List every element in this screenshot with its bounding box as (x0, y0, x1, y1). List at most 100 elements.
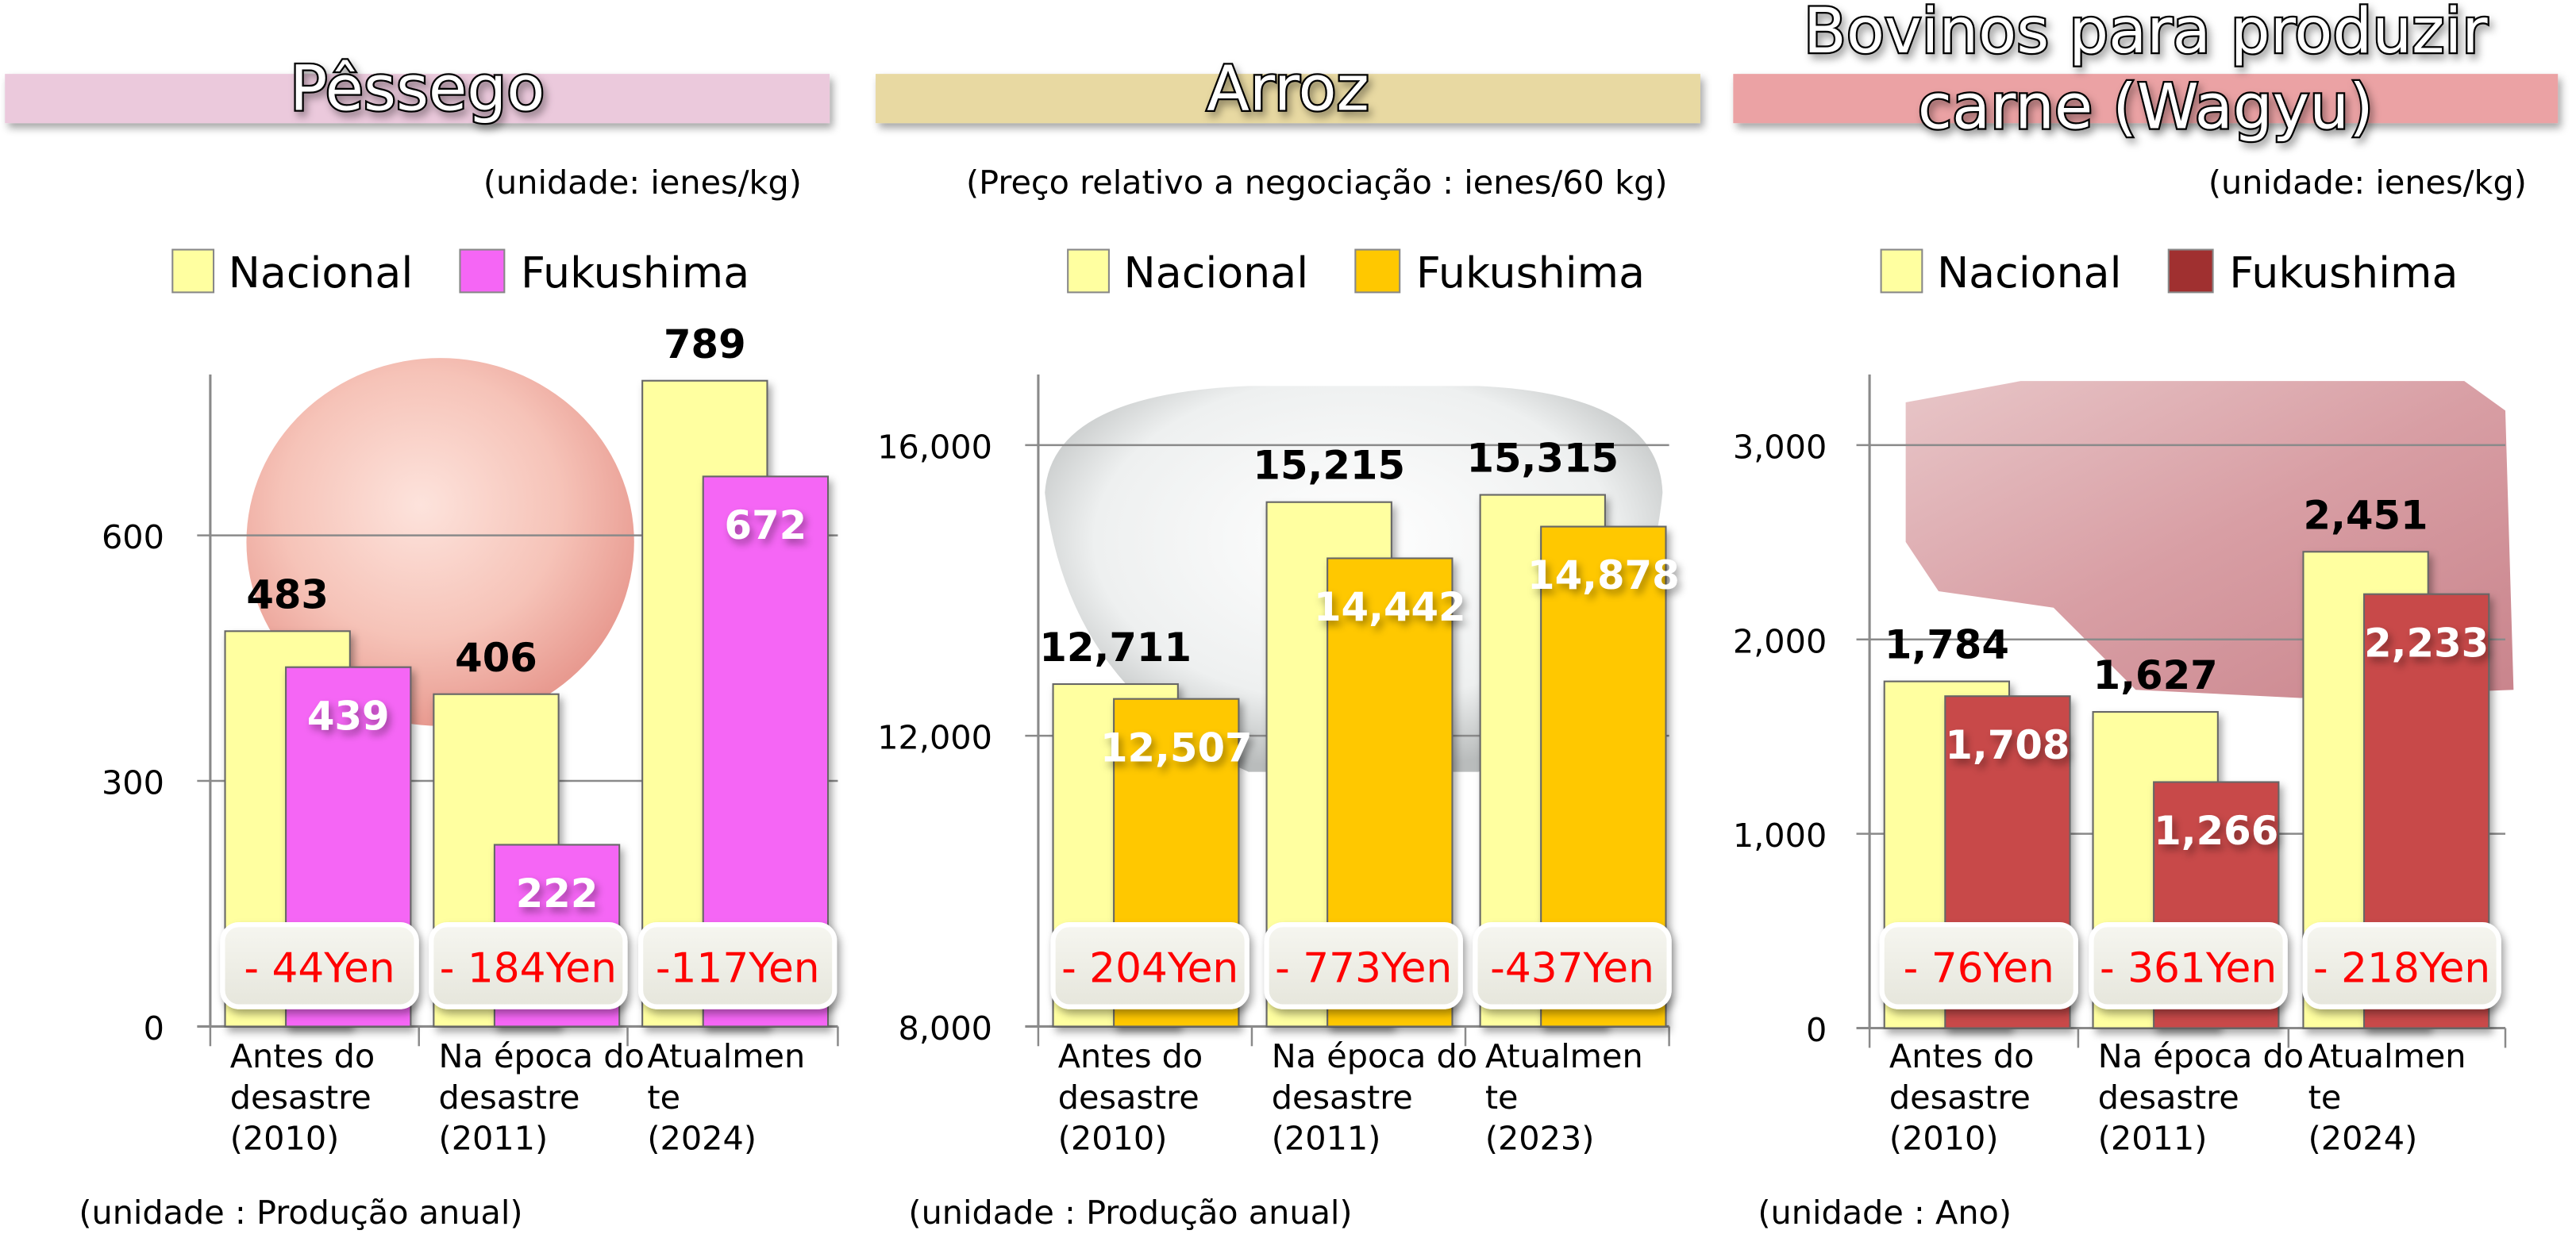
value-label-fukushima: 222 (516, 871, 599, 917)
y-tick-label: 1,000 (1733, 817, 1827, 855)
footnote: (unidade : Produção anual) (908, 1194, 1352, 1232)
category-label: Na época do (1272, 1037, 1477, 1075)
difference-value: - 76Yen (1904, 945, 2054, 993)
chart-title: Bovinos para produzir (1804, 0, 2488, 67)
category-label: Atualmen (1485, 1037, 1643, 1075)
y-tick-label: 0 (1806, 1011, 1827, 1049)
y-tick-label: 16,000 (877, 428, 992, 466)
legend-swatch-fukushima (1354, 248, 1401, 294)
footnote: (unidade : Ano) (1758, 1194, 2012, 1232)
legend-swatch-nacional (1880, 248, 1923, 294)
category-label: Na época do (439, 1037, 645, 1075)
value-label-fukushima: 672 (725, 502, 807, 548)
value-label-nacional: 483 (246, 571, 329, 617)
category-label: desastre (230, 1078, 372, 1117)
category-label: desastre (439, 1078, 580, 1117)
category-label: te (647, 1078, 680, 1117)
difference-value: - 218Yen (2313, 945, 2490, 993)
unit-label: (unidade: ienes/kg) (483, 163, 802, 202)
category-label: (2010) (230, 1120, 340, 1158)
category-label: Atualmen (647, 1037, 805, 1075)
difference-value: - 361Yen (2100, 945, 2277, 993)
unit-label: (Preço relativo a negociação : ienes/60 … (966, 163, 1668, 202)
category-label: te (1485, 1078, 1519, 1117)
value-label-nacional: 15,215 (1253, 443, 1405, 489)
category-label: desastre (1058, 1078, 1199, 1117)
category-label: desastre (2098, 1078, 2239, 1117)
category-label: (2011) (1272, 1120, 1381, 1158)
legend-label-nacional: Nacional (229, 248, 414, 298)
difference-value: -117Yen (656, 945, 820, 993)
value-label-fukushima: 2,233 (2364, 620, 2489, 666)
difference-value: - 184Yen (440, 945, 617, 993)
value-label-nacional: 1,627 (2093, 652, 2218, 698)
legend-label-nacional: Nacional (1937, 248, 2122, 298)
legend-label-fukushima: Fukushima (1416, 248, 1645, 298)
legend-label-nacional: Nacional (1124, 248, 1309, 298)
y-tick-label: 600 (102, 518, 164, 556)
category-label: (2024) (647, 1120, 757, 1158)
category-label: Antes do (1058, 1037, 1203, 1075)
value-label-nacional: 15,315 (1466, 436, 1619, 482)
value-label-nacional: 789 (664, 321, 746, 367)
y-tick-label: 12,000 (877, 719, 992, 757)
chart-title: carne (Wagyu) (1918, 70, 2374, 143)
value-label-nacional: 2,451 (2304, 492, 2428, 538)
difference-value: -437Yen (1490, 945, 1654, 993)
category-label: (2024) (2308, 1120, 2418, 1158)
legend-swatch-nacional (1067, 248, 1110, 294)
y-tick-label: 2,000 (1733, 622, 1827, 660)
y-tick-label: 300 (102, 764, 164, 802)
category-label: desastre (1272, 1078, 1413, 1117)
legend-swatch-nacional (171, 248, 215, 294)
value-label-nacional: 406 (455, 635, 537, 681)
legend-label-fukushima: Fukushima (2229, 248, 2458, 298)
difference-badge (1264, 922, 1463, 1009)
value-label-fukushima: 439 (307, 693, 390, 739)
difference-badge (1473, 922, 1672, 1009)
value-label-nacional: 12,711 (1039, 625, 1192, 671)
chart-title: Pêssego (290, 52, 545, 125)
chart-title: Arroz (1207, 52, 1369, 125)
category-label: (2011) (2098, 1120, 2208, 1158)
difference-badge (2302, 922, 2501, 1009)
value-label-fukushima: 12,507 (1100, 725, 1253, 771)
difference-value: - 773Yen (1275, 945, 1452, 993)
unit-label: (unidade: ienes/kg) (2208, 163, 2527, 202)
category-label: (2010) (1058, 1120, 1168, 1158)
category-label: te (2308, 1078, 2342, 1117)
legend-swatch-fukushima (459, 248, 506, 294)
difference-badge (1050, 922, 1249, 1009)
category-label: Antes do (230, 1037, 375, 1075)
value-label-fukushima: 1,708 (1945, 722, 2070, 768)
y-tick-label: 0 (144, 1009, 164, 1048)
difference-badge (220, 922, 419, 1009)
legend-label-fukushima: Fukushima (521, 248, 749, 298)
y-tick-label: 3,000 (1733, 428, 1827, 466)
value-label-fukushima: 14,878 (1527, 552, 1680, 598)
difference-badge (429, 922, 628, 1009)
difference-badge (1879, 922, 2078, 1009)
title-band (876, 74, 1700, 124)
category-label: Na época do (2098, 1037, 2304, 1075)
category-label: Antes do (1889, 1037, 2035, 1075)
difference-badge (2089, 922, 2288, 1009)
value-label-fukushima: 14,442 (1314, 584, 1466, 630)
value-label-fukushima: 1,266 (2154, 808, 2278, 854)
legend-swatch-fukushima (2167, 248, 2214, 294)
category-label: (2010) (1889, 1120, 1999, 1158)
value-label-nacional: 1,784 (1885, 622, 2009, 668)
footnote: (unidade : Produção anual) (79, 1194, 522, 1232)
category-label: (2011) (439, 1120, 549, 1158)
category-label: (2023) (1485, 1120, 1595, 1158)
category-label: desastre (1889, 1078, 2031, 1117)
difference-badge (638, 922, 837, 1009)
title-band (1733, 74, 2559, 124)
chart-panel-0: Pêssego (unidade: ienes/kg) Nacional Fukush… (5, 50, 839, 1232)
category-label: Atualmen (2308, 1037, 2466, 1075)
difference-value: - 204Yen (1061, 945, 1238, 993)
title-band (5, 74, 830, 124)
